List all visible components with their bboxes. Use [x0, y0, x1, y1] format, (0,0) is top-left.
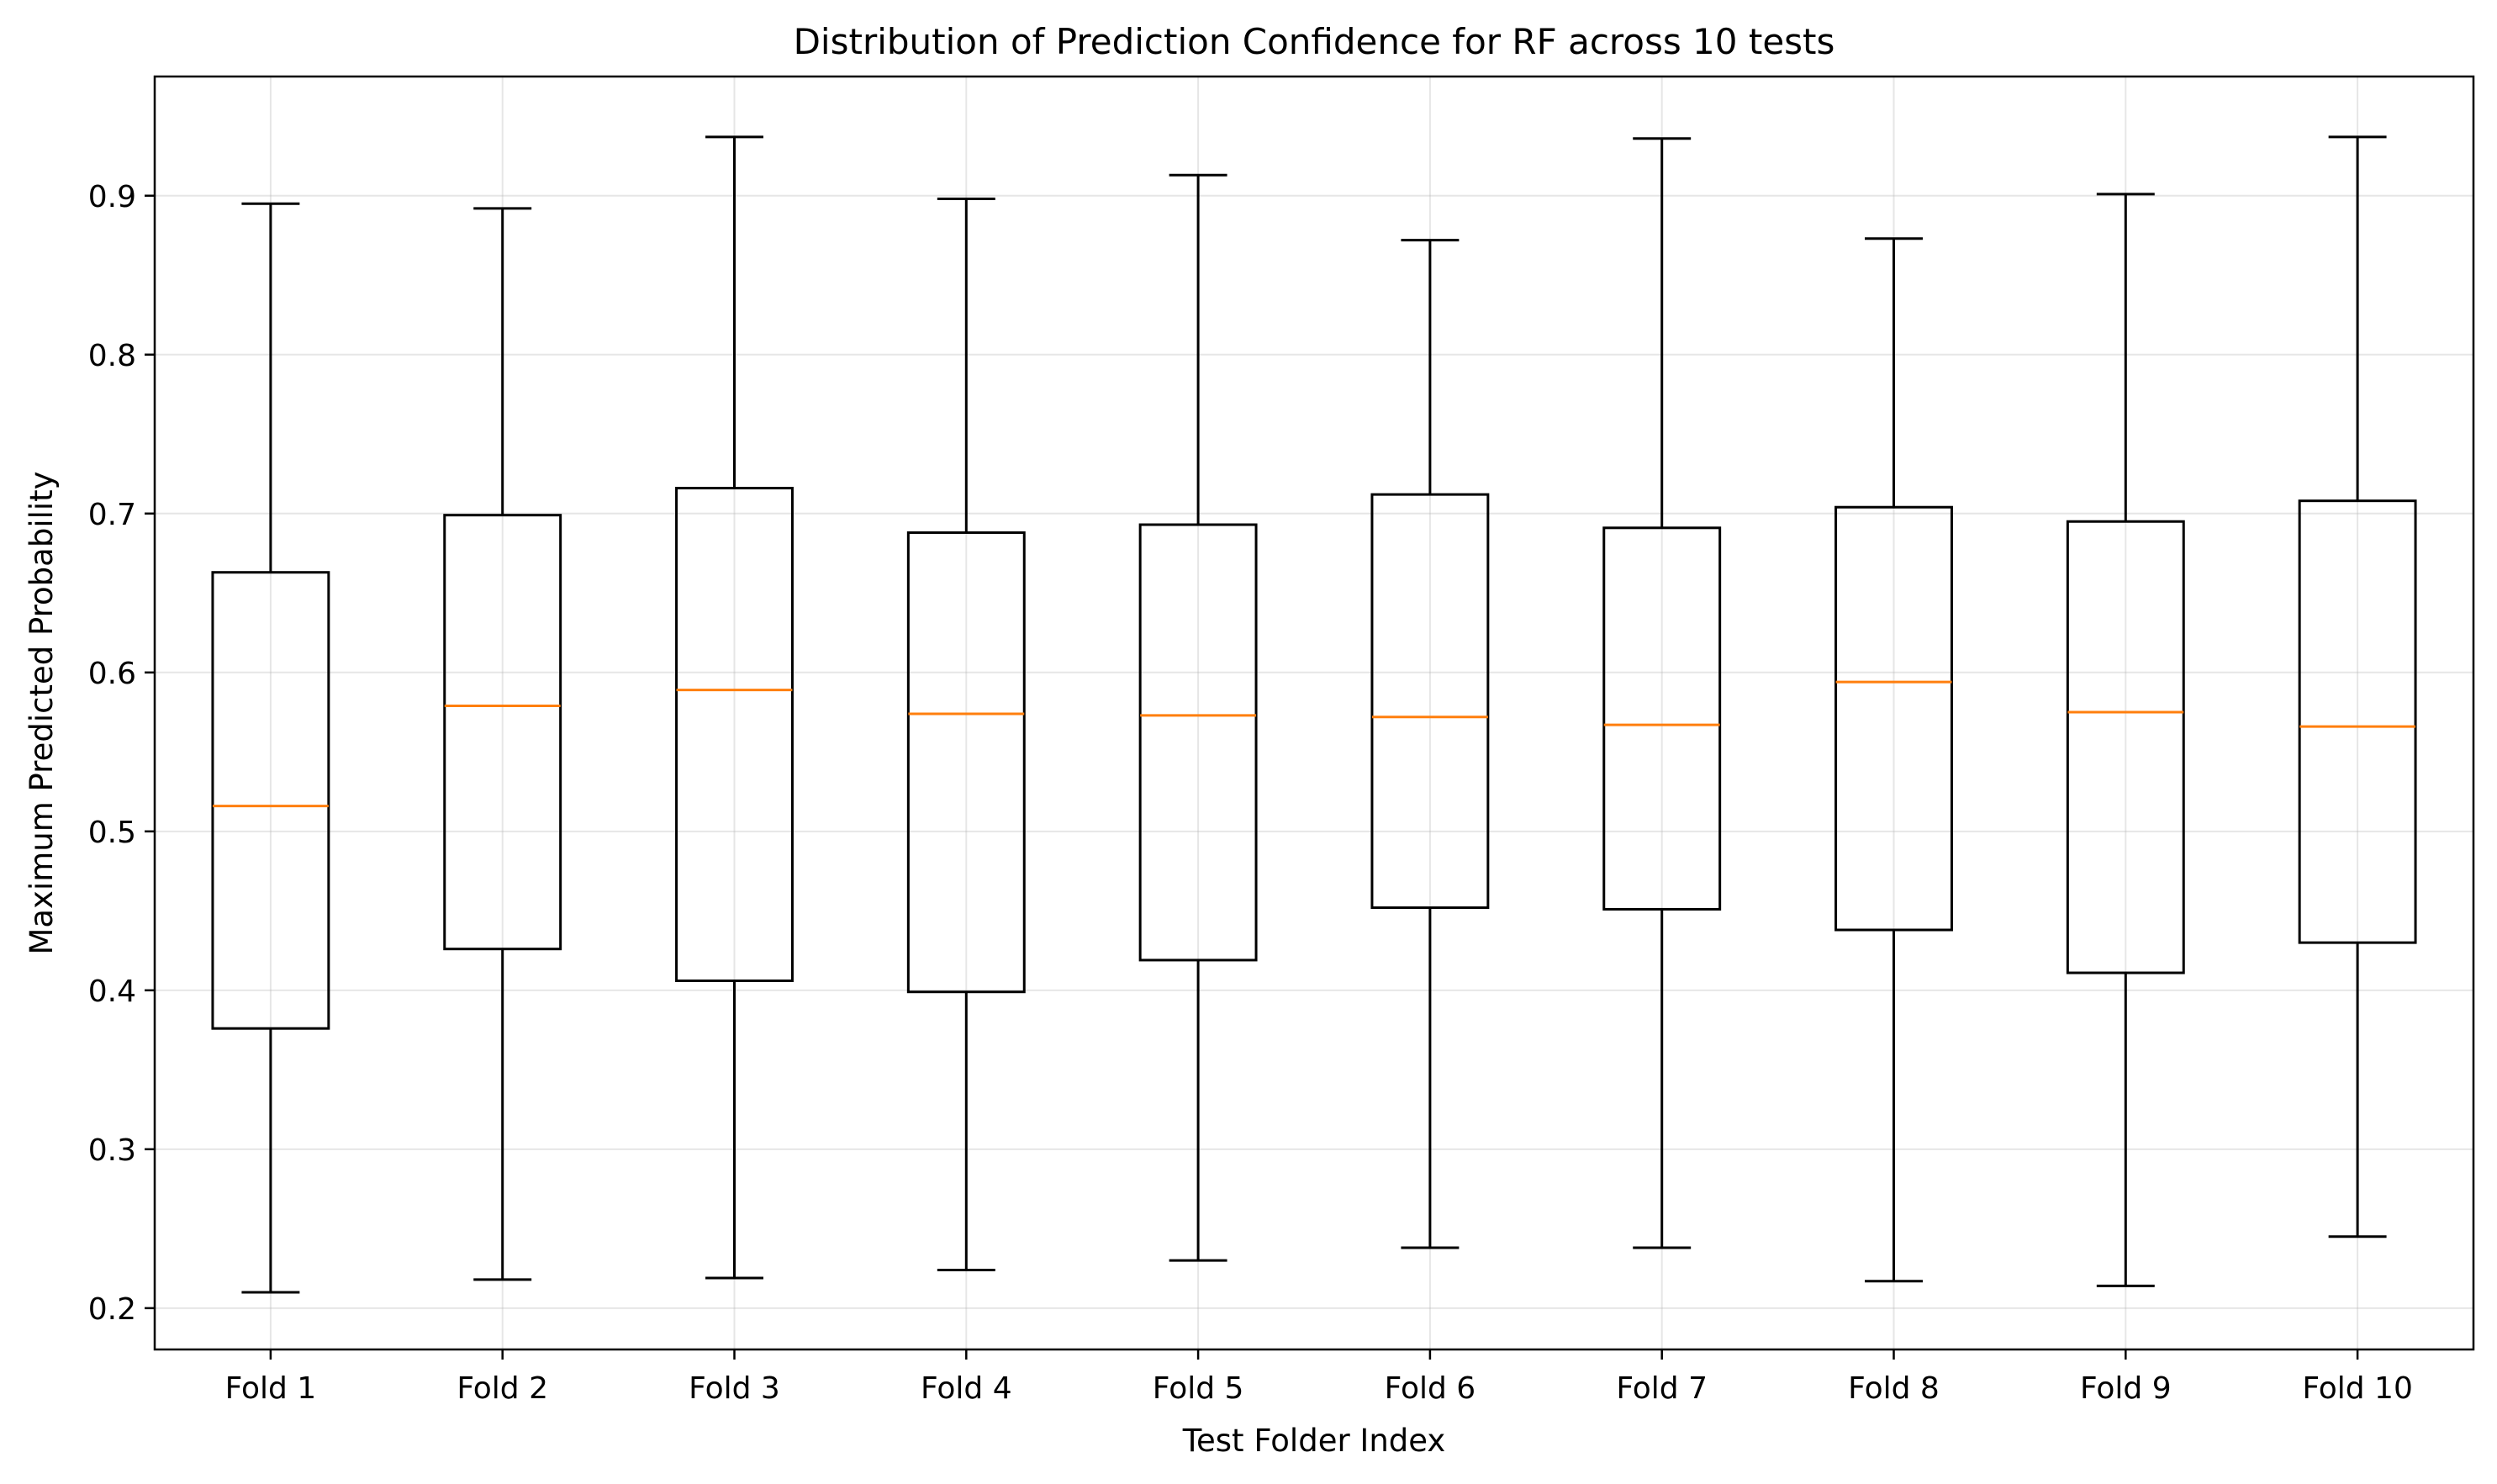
iqr-box-6 — [1370, 493, 1490, 910]
y-tick-label-1: 0.3 — [88, 1133, 136, 1168]
plot-frame — [153, 75, 2475, 1351]
y-tick-label-2: 0.4 — [88, 974, 136, 1009]
y-tick-label-7: 0.9 — [88, 180, 136, 214]
iqr-box-1 — [211, 571, 330, 1030]
box-series — [211, 135, 2417, 1294]
iqr-box-2 — [443, 514, 562, 951]
x-tick-label-8: Fold 8 — [1848, 1371, 1940, 1406]
x-tick-label-9: Fold 9 — [2080, 1371, 2172, 1406]
x-axis-label: Test Folder Index — [1182, 1423, 1446, 1459]
y-axis-ticks: 0.2 0.3 0.4 0.5 0.6 0.7 0.8 0.9 — [88, 180, 155, 1327]
y-tick-label-5: 0.7 — [88, 498, 136, 532]
box-fold-4 — [906, 198, 1026, 1271]
x-tick-label-5: Fold 5 — [1153, 1371, 1244, 1406]
box-fold-3 — [675, 135, 794, 1280]
box-fold-2 — [443, 207, 562, 1281]
x-axis-ticks: Fold 1 Fold 2 Fold 3 Fold 4 Fold 5 Fold 6 Fold… — [225, 1349, 2413, 1406]
x-tick-label-4: Fold 4 — [921, 1371, 1012, 1406]
y-tick-label-6: 0.8 — [88, 339, 136, 373]
box-fold-9 — [2066, 193, 2185, 1287]
y-tick-label-0: 0.2 — [88, 1292, 136, 1327]
box-fold-8 — [1834, 237, 1953, 1283]
iqr-box-5 — [1138, 523, 1258, 962]
y-tick-label-3: 0.5 — [88, 816, 136, 850]
x-tick-label-2: Fold 2 — [457, 1371, 548, 1406]
x-tick-label-6: Fold 6 — [1385, 1371, 1476, 1406]
iqr-box-9 — [2066, 520, 2185, 974]
chart-title: Distribution of Prediction Confidence fo… — [794, 21, 1835, 62]
y-axis-label: Maximum Predicted Probability — [24, 471, 60, 954]
box-fold-1 — [211, 202, 330, 1294]
box-fold-10 — [2298, 135, 2417, 1238]
x-tick-label-7: Fold 7 — [1616, 1371, 1708, 1406]
iqr-box-4 — [906, 531, 1026, 994]
y-tick-label-4: 0.6 — [88, 657, 136, 691]
x-tick-label-1: Fold 1 — [225, 1371, 317, 1406]
iqr-box-7 — [1602, 526, 1722, 911]
x-tick-label-10: Fold 10 — [2302, 1371, 2413, 1406]
iqr-box-3 — [675, 487, 794, 982]
x-tick-label-3: Fold 3 — [689, 1371, 780, 1406]
box-fold-7 — [1602, 137, 1722, 1249]
box-fold-6 — [1370, 239, 1490, 1249]
iqr-box-8 — [1834, 505, 1953, 932]
box-fold-5 — [1138, 173, 1258, 1262]
iqr-box-10 — [2298, 499, 2417, 944]
